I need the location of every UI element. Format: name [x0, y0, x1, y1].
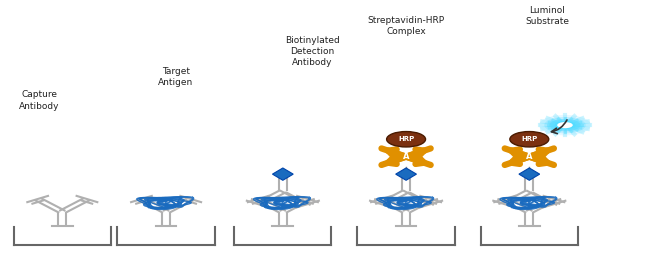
Circle shape [549, 119, 580, 131]
Polygon shape [396, 168, 417, 180]
Text: HRP: HRP [521, 136, 538, 142]
Circle shape [544, 117, 586, 133]
Text: Luminol
Substrate: Luminol Substrate [525, 6, 569, 26]
Text: Biotinylated
Detection
Antibody: Biotinylated Detection Antibody [285, 36, 339, 67]
Text: Capture
Antibody: Capture Antibody [20, 90, 60, 110]
Circle shape [539, 115, 591, 135]
Circle shape [510, 132, 549, 147]
Circle shape [387, 132, 426, 147]
Polygon shape [272, 168, 293, 180]
Text: Target
Antigen: Target Antigen [158, 67, 194, 87]
Text: Streptavidin-HRP
Complex: Streptavidin-HRP Complex [367, 16, 445, 36]
Circle shape [555, 121, 575, 129]
Circle shape [557, 122, 573, 128]
Text: HRP: HRP [398, 136, 414, 142]
Text: A: A [403, 152, 410, 161]
Text: A: A [526, 152, 532, 161]
Polygon shape [519, 168, 540, 180]
